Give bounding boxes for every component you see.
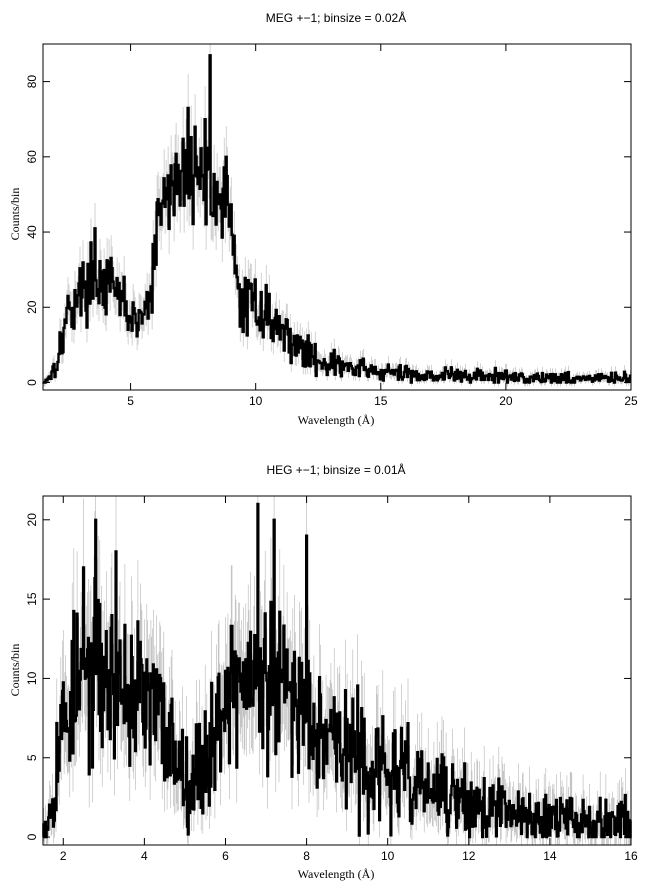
y-tick-label: 60 — [25, 150, 39, 164]
x-tick-label: 15 — [374, 394, 388, 408]
heg-title: HEG +−1; binsize = 0.01Å — [266, 462, 405, 477]
x-tick-label: 16 — [624, 849, 638, 863]
heg-plot-frame — [42, 495, 632, 846]
heg-xlabel: Wavelength (Å) — [298, 867, 375, 881]
x-tick-label: 12 — [462, 849, 476, 863]
meg-panel: MEG +−1; binsize = 0.02Å Wavelength (Å) … — [8, 10, 638, 427]
heg-ylabel: Counts/bin — [8, 644, 22, 697]
x-tick-label: 25 — [624, 394, 638, 408]
x-tick-label: 8 — [303, 849, 310, 863]
histogram-line — [42, 502, 632, 839]
y-tick-label: 20 — [25, 513, 39, 527]
y-tick-label: 80 — [25, 75, 39, 89]
heg-histogram — [42, 502, 632, 839]
meg-plot-frame — [42, 43, 632, 391]
error-bar-paths — [42, 44, 631, 387]
y-tick-label: 0 — [25, 833, 39, 840]
meg-ticks: 5 10 15 20 25 0 20 40 60 80 — [25, 44, 638, 408]
x-tick-label: 20 — [499, 394, 513, 408]
histogram-line — [42, 54, 632, 384]
x-tick-label: 5 — [127, 394, 134, 408]
y-tick-label: 10 — [25, 671, 39, 685]
x-tick-label: 4 — [141, 849, 148, 863]
x-tick-label: 14 — [543, 849, 557, 863]
y-tick-label: 15 — [25, 592, 39, 606]
meg-histogram — [42, 54, 632, 384]
y-tick-label: 0 — [25, 379, 39, 386]
x-tick-label: 10 — [381, 849, 395, 863]
meg-ylabel: Counts/bin — [8, 188, 22, 241]
x-tick-label: 10 — [249, 394, 263, 408]
meg-xlabel: Wavelength (Å) — [298, 413, 375, 427]
y-tick-label: 20 — [25, 300, 39, 314]
y-tick-label: 40 — [25, 225, 39, 239]
x-tick-label: 6 — [222, 849, 229, 863]
meg-error-bars — [42, 44, 631, 387]
meg-title: MEG +−1; binsize = 0.02Å — [266, 10, 406, 25]
heg-panel: HEG +−1; binsize = 0.01Å Wavelength (Å) … — [8, 462, 638, 881]
x-tick-label: 2 — [60, 849, 67, 863]
y-tick-label: 5 — [25, 754, 39, 761]
